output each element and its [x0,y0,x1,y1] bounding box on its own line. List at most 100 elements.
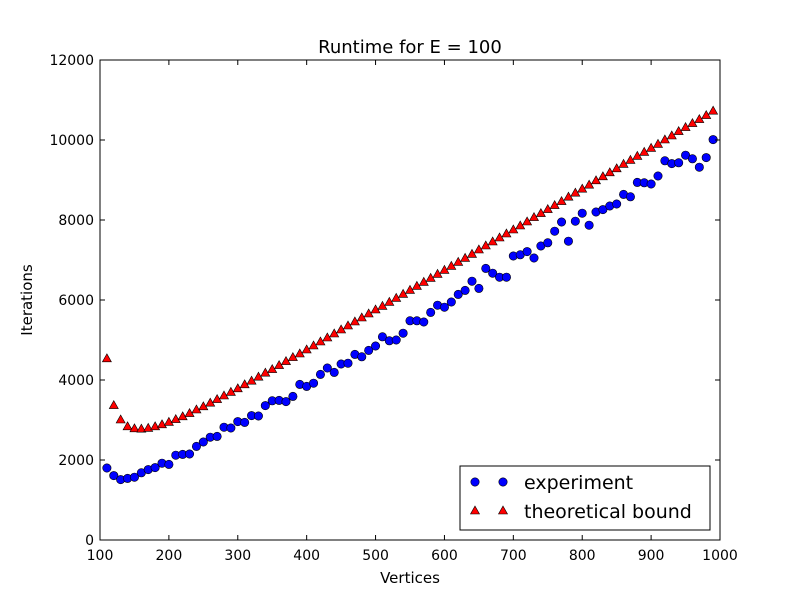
x-tick-label: 400 [293,548,320,564]
theoretical-bound-point [611,163,622,173]
theoretical-bound-point [177,411,188,421]
experiment-point [501,272,511,282]
legend-box [459,465,711,531]
experiment-point [701,153,711,163]
theoretical-bound-point [205,397,216,407]
legend-marker-experiment [498,477,508,487]
experiment-point [419,317,429,327]
x-tick-label: 200 [156,548,183,564]
chart-title: Runtime for E = 100 [318,37,502,58]
x-tick-label: 600 [431,548,458,564]
x-tick-label: 1000 [702,548,738,564]
y-tick-label: 6000 [58,293,94,309]
theoretical-bound-point [522,216,533,226]
theoretical-bound-point [184,407,195,417]
experiment-point [309,378,319,388]
series-theoretical-bound [101,105,719,433]
experiment-point [625,192,635,202]
experiment-point [253,411,263,421]
axis-ticks: 100 200 300 400 500 600 700 800 900 1000020004000… [49,53,737,564]
x-tick-label: 800 [569,548,596,564]
experiment-point [646,179,656,189]
x-tick-label: 900 [638,548,665,564]
experiment-point [687,154,697,164]
theoretical-bound-point [101,353,112,363]
y-tick-label: 12000 [49,53,94,69]
experiment-point [377,332,387,342]
experiment-point [109,471,119,481]
y-tick-label: 8000 [58,213,94,229]
y-tick-label: 0 [85,533,94,549]
experiment-point [446,297,456,307]
theoretical-bound-point [708,105,719,115]
experiment-point [391,335,401,345]
experiment-point [198,437,208,447]
experiment-point [453,289,463,299]
theoretical-bound-point [225,386,236,396]
y-tick-label: 4000 [58,373,94,389]
experiment-point [570,216,580,226]
experiment-point [543,238,553,248]
experiment-point [185,449,195,459]
experiment-point [288,391,298,401]
legend-marker-experiment [470,477,480,487]
experiment-point [240,417,250,427]
y-tick-label: 10000 [49,133,94,149]
experiment-point [226,423,236,433]
theoretical-bound-point [466,248,478,258]
theoretical-bound-point [666,130,677,140]
theoretical-bound-point [556,195,567,205]
theoretical-bound-point [239,379,250,389]
theoretical-bound-point [701,109,712,119]
experiment-point [212,431,222,441]
theoretical-bound-point [163,416,174,426]
experiment-point [364,345,374,355]
x-tick-label: 100 [87,548,114,564]
experiment-point [612,199,622,209]
experiment-point [577,208,587,218]
theoretical-bound-point [122,421,133,431]
experiment-point [529,253,539,263]
experiment-point [150,463,160,473]
theoretical-bound-point [218,390,230,400]
theoretical-bound-point [198,401,209,411]
experiment-point [439,302,449,312]
experiment-point [584,220,594,230]
legend-marker-theoretical-bound [497,505,509,515]
experiment-point [357,352,367,362]
experiment-point [315,369,325,379]
x-tick-label: 500 [362,548,389,564]
experiment-point [260,401,270,411]
theoretical-bound-point [115,414,126,424]
legend-marker-theoretical-bound [469,505,481,515]
y-tick-label: 2000 [58,453,94,469]
experiment-point [653,171,663,181]
experiment-point [343,358,353,368]
theoretical-bound-point [212,393,223,403]
experiment-point [522,247,532,257]
theoretical-bound-point [150,421,161,431]
legend: experiment theoretical bound [459,465,711,531]
series-experiment [102,135,718,485]
experiment-point [164,459,174,469]
experiment-point [329,367,339,377]
experiment-point [467,276,477,286]
theoretical-bound-point [156,419,168,429]
experiment-point [102,463,112,473]
experiment-point [694,162,704,172]
x-axis-label: Vertices [380,569,440,587]
theoretical-bound-point [287,351,298,361]
x-tick-label: 300 [224,548,251,564]
experiment-point [371,341,381,351]
theoretical-bound-point [191,404,202,414]
theoretical-bound-point [136,423,147,433]
experiment-point [191,441,201,451]
experiment-point [426,307,436,317]
theoretical-bound-point [652,138,664,148]
experiment-point [557,217,567,227]
experiment-point [674,158,684,168]
theoretical-bound-point [584,179,595,189]
x-tick-label: 700 [500,548,527,564]
theoretical-bound-point [143,422,154,432]
experiment-point [488,268,498,278]
